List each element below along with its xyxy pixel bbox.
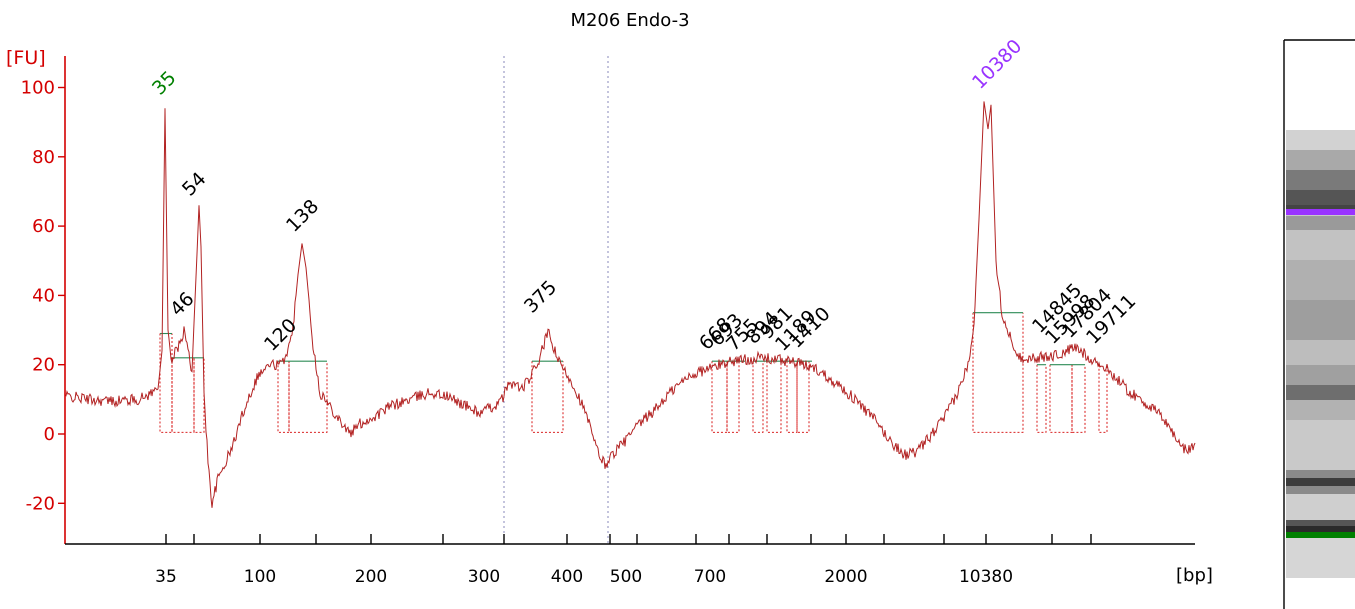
gel-band <box>1286 130 1355 150</box>
gel-band <box>1286 150 1355 170</box>
gel-band <box>1286 216 1355 230</box>
y-tick-label: -20 <box>26 493 55 514</box>
peak-integration-box <box>288 361 328 433</box>
y-tick-label: 20 <box>32 355 55 376</box>
y-axis: -20 0 20 40 60 80 100 <box>21 56 66 544</box>
peak-integration-box <box>277 361 290 433</box>
y-tick-label: 0 <box>44 424 55 445</box>
gel-band <box>1286 400 1355 420</box>
y-axis-label: [FU] <box>6 47 46 69</box>
gel-band <box>1286 190 1355 205</box>
peak-integration-box <box>1098 364 1108 433</box>
gel-band <box>1286 538 1355 578</box>
peak-label: 120 <box>260 314 301 355</box>
y-tick-label: 100 <box>21 78 55 99</box>
y-tick-label: 80 <box>32 147 55 168</box>
gel-band <box>1286 300 1355 340</box>
y-tick-label: 60 <box>32 216 55 237</box>
x-axis: 35 100 200 300 400 500 700 2000 10380 <box>65 534 1195 587</box>
peak-label: 46 <box>166 288 199 321</box>
gel-band <box>1286 230 1355 260</box>
gel-bands <box>1286 130 1355 578</box>
peak-integration-boxes <box>159 312 1108 433</box>
gel-band <box>1286 420 1355 470</box>
peak-integration-box <box>726 361 740 433</box>
x-tick-label: 300 <box>468 567 500 587</box>
peak-label: 138 <box>282 195 323 236</box>
x-tick-label: 700 <box>694 567 726 587</box>
x-tick-label: 500 <box>610 567 642 587</box>
gel-band <box>1286 470 1355 478</box>
peak-integration-box <box>1049 364 1073 433</box>
peak-label: 375 <box>520 276 561 317</box>
peak-label: 35 <box>148 67 181 100</box>
peak-integration-box <box>193 357 205 433</box>
x-tick-label: 2000 <box>824 567 867 587</box>
gel-band <box>1286 340 1355 365</box>
peak-integration-box <box>786 361 798 433</box>
peak-integration-box <box>766 361 782 433</box>
peak-label: 10380 <box>968 35 1026 93</box>
gel-band <box>1286 526 1355 532</box>
x-tick-label: 35 <box>155 567 177 587</box>
peak-integration-box <box>752 361 764 433</box>
gel-lower-marker-band <box>1286 532 1355 538</box>
gel-band <box>1286 385 1355 400</box>
gel-band <box>1286 486 1355 494</box>
x-tick-label: 400 <box>551 567 583 587</box>
peak-labels: 3546541201383756686937558949811189141010… <box>148 35 1140 355</box>
peak-integration-box <box>711 361 728 433</box>
gel-band <box>1286 520 1355 526</box>
region-marker-lines <box>503 56 609 544</box>
gel-band <box>1286 170 1355 190</box>
chart-title: M206 Endo-3 <box>570 10 689 31</box>
fluorescence-trace <box>64 101 1196 508</box>
peak-baseline-segments <box>160 312 1085 366</box>
x-tick-label: 100 <box>244 567 276 587</box>
gel-band <box>1286 494 1355 520</box>
peak-integration-box <box>531 361 564 433</box>
peak-integration-box <box>1036 364 1047 433</box>
gel-band <box>1286 205 1355 210</box>
x-tick-label: 10380 <box>959 567 1013 587</box>
peak-label: 54 <box>178 168 211 201</box>
gel-band <box>1286 478 1355 486</box>
peak-integration-box <box>972 312 1024 433</box>
gel-lane <box>1283 39 1355 609</box>
gel-band <box>1286 260 1355 300</box>
peak-integration-box <box>1071 364 1086 433</box>
y-tick-label: 40 <box>32 285 55 306</box>
x-axis-label: [bp] <box>1176 565 1213 586</box>
gel-upper-marker-band <box>1286 209 1355 215</box>
gel-band <box>1286 365 1355 385</box>
x-tick-label: 200 <box>355 567 387 587</box>
peak-integration-box <box>796 361 810 433</box>
